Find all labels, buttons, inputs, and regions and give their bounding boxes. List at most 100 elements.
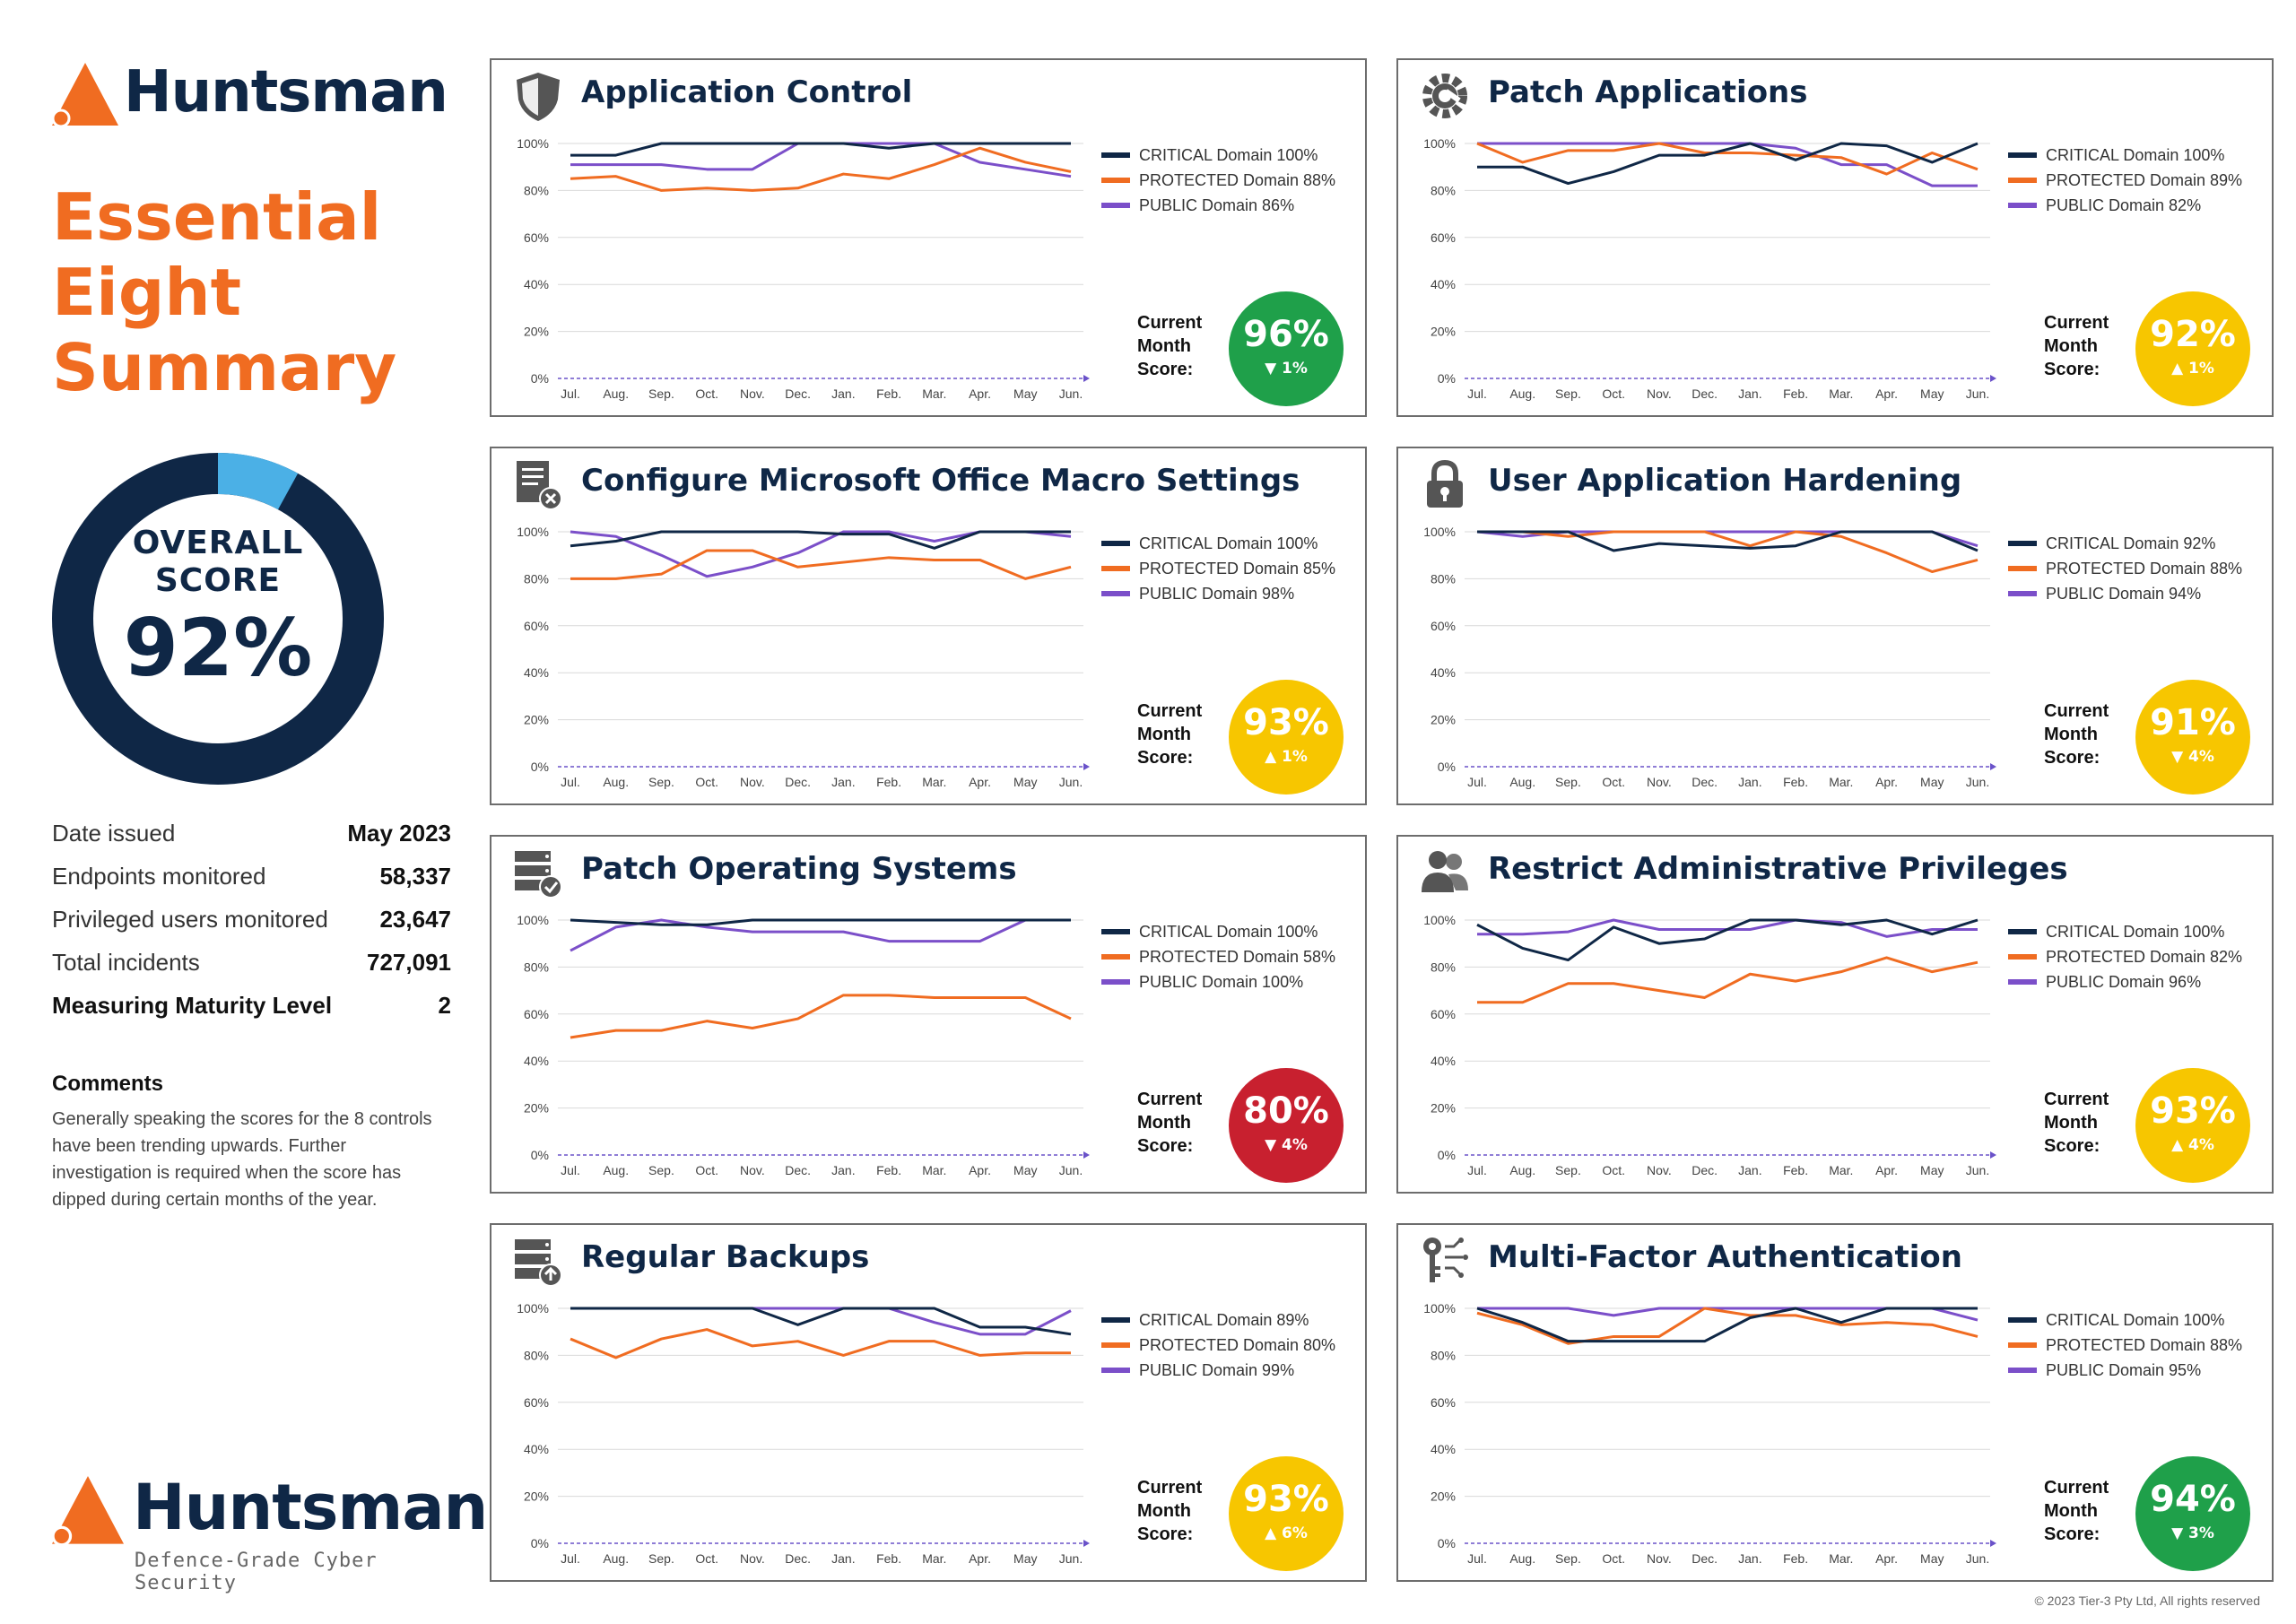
cms-label-line: Score: (1137, 748, 1194, 768)
legend-swatch (2008, 566, 2037, 571)
x-tick-label: Sep. (1555, 1551, 1581, 1566)
legend-item-public: PUBLIC Domain 99% (1101, 1358, 1335, 1383)
stat-label: Endpoints monitored (52, 862, 266, 890)
y-tick-label: 100% (517, 136, 549, 151)
x-tick-label: Aug. (603, 1551, 629, 1566)
cms-label-line: Current (2044, 1090, 2109, 1109)
y-tick-label: 0% (1438, 1536, 1456, 1550)
panel-title: User Application Hardening (1488, 463, 1962, 499)
legend-item-protected: PROTECTED Domain 82% (2008, 944, 2242, 969)
x-axis-arrow (1083, 763, 1090, 770)
title-line-3: Summary (52, 330, 397, 405)
legend-label: CRITICAL Domain 100% (1139, 534, 1318, 552)
x-tick-label: Oct. (695, 1551, 718, 1566)
legend-swatch (1101, 954, 1130, 960)
current-month-score-label: Current Month Score: (2044, 311, 2109, 381)
cms-label-line: Score: (1137, 360, 1194, 379)
x-tick-label: Dec. (1692, 386, 1718, 401)
x-tick-label: May (1013, 1551, 1037, 1566)
series-line-critical (570, 530, 1071, 550)
legend-label: PUBLIC Domain 86% (1139, 195, 1295, 214)
score-change: ▼ 1% (1265, 360, 1308, 378)
y-tick-label: 80% (1431, 183, 1456, 197)
server-upload-icon (515, 1239, 562, 1287)
legend-item-protected: PROTECTED Domain 88% (1101, 168, 1335, 193)
legend-swatch (2008, 152, 2037, 158)
score-badge: 93% ▲ 6% (1229, 1456, 1344, 1571)
title-line-1: Essential (52, 179, 382, 255)
series-line-public (570, 1307, 1072, 1336)
y-tick-label: 40% (1431, 277, 1456, 291)
series-line-protected (1477, 956, 1979, 1004)
cms-label-line: Score: (2044, 1524, 2100, 1544)
legend-item-protected: PROTECTED Domain 58% (1101, 944, 1335, 969)
stat-label: Measuring Maturity Level (52, 991, 333, 1019)
score-value: 92% (2150, 314, 2236, 355)
y-tick-label: 0% (531, 760, 549, 774)
line-chart: 0% 20% 40% 60% 80% 100% Jul. Aug. Sep. Oct. Nov. De… (517, 1301, 1090, 1566)
cms-label-line: Score: (2044, 360, 2100, 379)
x-tick-label: Jun. (1966, 1163, 1989, 1177)
comments-text: Generally speaking the scores for the 8 … (52, 1109, 432, 1210)
x-tick-label: Nov. (740, 386, 765, 401)
y-tick-label: 60% (1431, 1395, 1456, 1410)
series-line-public (1477, 1307, 1979, 1322)
x-tick-label: Mar. (922, 386, 946, 401)
stat-label: Date issued (52, 819, 176, 847)
y-tick-label: 80% (1431, 1348, 1456, 1362)
y-tick-label: 0% (1438, 371, 1456, 386)
legend-label: PUBLIC Domain 96% (2046, 972, 2202, 991)
x-tick-label: Apr. (969, 775, 991, 789)
x-tick-label: Aug. (1509, 386, 1535, 401)
y-tick-label: 60% (524, 619, 549, 633)
cms-label-line: Current (1137, 1478, 1203, 1498)
x-tick-label: Jan. (831, 1163, 855, 1177)
x-tick-label: Mar. (1829, 1551, 1853, 1566)
x-tick-label: May (1013, 775, 1037, 789)
series-line-critical (1476, 918, 1979, 962)
score-value: 91% (2150, 702, 2236, 743)
x-tick-label: Jul. (1467, 775, 1487, 789)
brand-name: Huntsman (124, 59, 448, 126)
x-tick-label: Dec. (785, 1163, 811, 1177)
document-x-icon (517, 461, 562, 510)
x-tick-label: Nov. (1647, 386, 1672, 401)
panel-title: Application Control (581, 74, 913, 110)
series-line-protected (570, 1328, 1071, 1359)
line-chart: 0% 20% 40% 60% 80% 100% Jul. Aug. Sep. Oct. Nov. De… (517, 136, 1090, 401)
panel-configure-microsoft-office-macro-settings: Configure Microsoft Office Macro Setting… (490, 447, 1367, 805)
x-tick-label: Apr. (1875, 1163, 1898, 1177)
overall-value: 92% (123, 602, 313, 694)
y-tick-label: 60% (1431, 1007, 1456, 1021)
x-tick-label: Mar. (922, 775, 946, 789)
x-tick-label: Nov. (1647, 775, 1672, 789)
x-tick-label: Jan. (1738, 775, 1761, 789)
x-tick-label: May (1920, 1163, 1944, 1177)
huntsman-logo-top: Huntsman (52, 54, 448, 135)
comments-section: Comments Generally speaking the scores f… (52, 1072, 438, 1213)
legend-swatch (2008, 541, 2037, 546)
legend-swatch (1101, 929, 1130, 934)
panel-patch-applications: Patch Applications 0% 20% 40% 60% 80% 100% Jul.… (1396, 58, 2274, 417)
panel-title: Multi-Factor Authentication (1488, 1239, 1962, 1275)
legend-item-public: PUBLIC Domain 96% (2008, 969, 2242, 994)
x-tick-label: Jun. (1966, 775, 1989, 789)
score-change: ▼ 4% (2171, 748, 2214, 766)
y-tick-label: 100% (1423, 913, 1456, 927)
series-line-protected (570, 549, 1072, 580)
title-line-2: Eight (52, 255, 242, 330)
x-axis-arrow (1990, 1540, 1996, 1547)
current-month-score-label: Current Month Score: (1137, 1476, 1202, 1546)
cms-label-line: Current (1137, 313, 1203, 333)
y-tick-label: 20% (1431, 1101, 1456, 1116)
x-tick-label: Jul. (561, 386, 580, 401)
users-icon (1422, 851, 1468, 892)
y-tick-label: 40% (1431, 1442, 1456, 1456)
panel-application-control: Application Control 0% 20% 40% 60% 80% 100% Jul… (490, 58, 1367, 417)
x-tick-label: Apr. (1875, 775, 1898, 789)
legend-swatch (1101, 1342, 1130, 1348)
stat-value: 58,337 (379, 862, 451, 890)
x-tick-label: Oct. (1602, 775, 1625, 789)
legend-label: PROTECTED Domain 88% (2046, 559, 2243, 578)
line-chart: 0% 20% 40% 60% 80% 100% Jul. Aug. Sep. Oct. Nov. De… (517, 913, 1090, 1177)
